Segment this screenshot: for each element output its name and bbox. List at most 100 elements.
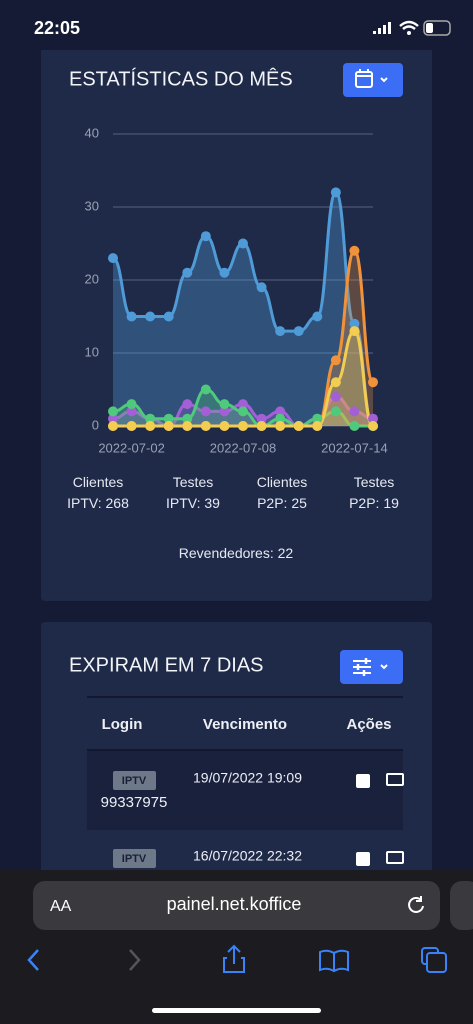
login: 99337975 <box>101 794 168 811</box>
y-tick-label: 40 <box>85 125 99 140</box>
text-size-button[interactable]: AA <box>50 898 72 915</box>
data-point <box>126 421 137 431</box>
data-point <box>330 377 341 388</box>
battery-icon <box>423 20 451 36</box>
data-point <box>182 413 193 424</box>
data-point <box>349 421 360 431</box>
data-point <box>238 399 248 410</box>
data-point <box>163 413 174 424</box>
status-bar <box>0 0 473 50</box>
reload-icon[interactable] <box>408 896 424 913</box>
data-point <box>349 406 360 417</box>
tabs-button[interactable] <box>426 952 447 973</box>
badge-text: IPTV <box>122 853 147 865</box>
data-point <box>145 413 156 424</box>
data-point <box>163 311 174 322</box>
card-title: ESTATÍSTICAS DO MÊS <box>69 67 293 90</box>
stat: Clientes IPTV: 268 <box>67 474 129 511</box>
share-button[interactable] <box>223 944 245 973</box>
data-point <box>368 377 378 388</box>
stat: Clientes P2P: 25 <box>256 474 308 511</box>
renew-icon[interactable] <box>356 774 370 788</box>
data-point <box>108 406 118 417</box>
data-point <box>219 399 230 410</box>
data-point <box>238 238 248 249</box>
data-point <box>219 421 230 431</box>
data-point <box>256 421 267 431</box>
stat: Testes P2P: 19 <box>349 474 399 511</box>
table-row <box>87 751 403 830</box>
filter-button[interactable] <box>340 650 403 684</box>
data-point <box>275 421 286 431</box>
home-indicator <box>152 1008 321 1013</box>
data-point <box>200 421 211 431</box>
chevron <box>380 664 388 670</box>
due-date: 19/07/2022 19:09 <box>193 770 302 786</box>
x-tick-label: 2022-07-14 <box>321 440 388 455</box>
next-tab[interactable] <box>450 881 473 930</box>
url[interactable]: painel.net.koffice <box>167 894 302 914</box>
data-point <box>256 413 267 424</box>
wifi-icon <box>407 31 411 35</box>
x-tick-label: 2022-07-02 <box>98 440 165 455</box>
resellers: Revendedores: 22 <box>178 545 294 561</box>
screen-icon[interactable] <box>386 851 404 864</box>
filter-icon <box>353 660 371 674</box>
data-point <box>126 406 137 417</box>
chart: 0 10 20 30 40 2022-07-02 2022-07-08 2022-07-14 <box>85 125 388 455</box>
back-button[interactable] <box>27 949 39 971</box>
data-point <box>275 406 286 417</box>
bookmarks-button[interactable] <box>319 949 349 973</box>
stats-card <box>41 48 432 601</box>
data-point <box>330 355 341 366</box>
y-tick-label: 0 <box>92 417 99 432</box>
wifi-icon <box>399 20 419 31</box>
column-header: Login <box>102 716 143 733</box>
data-point <box>145 311 156 322</box>
filter-icon <box>356 658 368 676</box>
series-area <box>113 192 373 426</box>
data-point <box>275 413 286 424</box>
data-point <box>219 267 230 278</box>
card-title: EXPIRAM EM 7 DIAS <box>69 654 264 676</box>
screen-icon[interactable] <box>386 773 404 786</box>
data-point <box>200 406 211 417</box>
data-point <box>312 413 323 424</box>
data-point <box>108 413 118 424</box>
data-point <box>349 245 360 256</box>
data-point <box>126 311 137 322</box>
data-point <box>349 318 360 329</box>
data-point <box>275 326 286 337</box>
data-point <box>330 391 341 402</box>
data-point <box>349 326 360 337</box>
clock: 22:05 <box>34 18 80 38</box>
data-point <box>182 267 193 278</box>
data-point <box>293 421 304 431</box>
url-bar[interactable] <box>33 881 440 930</box>
data-point <box>108 421 118 431</box>
data-point <box>145 421 156 431</box>
column-header: Ações <box>346 716 391 733</box>
signal-icon <box>373 22 391 34</box>
data-point <box>368 413 378 424</box>
data-point <box>238 406 248 417</box>
series-area <box>113 250 373 426</box>
renew-icon[interactable] <box>356 852 370 866</box>
data-point <box>293 326 304 337</box>
forward-button[interactable] <box>129 949 141 971</box>
data-point <box>200 231 211 242</box>
y-tick-label: 20 <box>85 271 99 286</box>
data-point <box>312 421 323 431</box>
y-tick-label: 10 <box>85 344 99 359</box>
series-line <box>112 190 375 428</box>
column-header: Vencimento <box>203 716 287 733</box>
badge <box>113 849 156 868</box>
series-area <box>113 331 373 426</box>
data-point <box>219 406 230 417</box>
due-date: 16/07/2022 22:32 <box>193 848 302 864</box>
data-point <box>368 421 378 431</box>
data-point <box>256 282 267 293</box>
stat: Testes IPTV: 39 <box>166 474 220 511</box>
data-point <box>182 421 193 431</box>
